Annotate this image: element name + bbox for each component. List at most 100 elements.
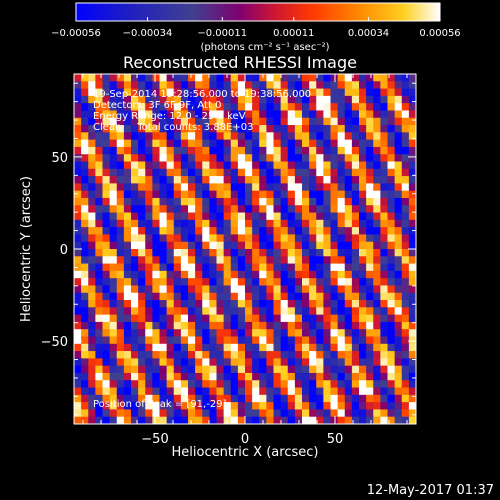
heatmap-cell [316, 234, 324, 243]
heatmap-cell [95, 409, 103, 418]
heatmap-cell [302, 190, 310, 199]
heatmap-cell [131, 110, 139, 119]
heatmap-cell [173, 197, 182, 206]
heatmap-cell [166, 176, 175, 184]
heatmap-cell [380, 409, 388, 418]
heatmap-cell [259, 365, 267, 374]
heatmap-cell [131, 372, 139, 381]
heatmap-cell [74, 292, 82, 301]
heatmap-cell [188, 380, 196, 388]
heatmap-cell [380, 132, 388, 141]
heatmap-cell [95, 74, 103, 82]
heatmap-cell [88, 409, 96, 418]
heatmap-cell [266, 227, 274, 235]
heatmap-cell [394, 103, 403, 111]
heatmap-cell [102, 336, 111, 345]
heatmap-cell [344, 314, 353, 323]
heatmap-cell [401, 314, 410, 323]
heatmap-cell [237, 249, 246, 257]
heatmap-cell [316, 365, 324, 374]
heatmap-cell [351, 132, 360, 141]
heatmap-cell [387, 212, 396, 221]
heatmap-cell [195, 81, 203, 89]
heatmap-cell [138, 176, 146, 184]
heatmap-cell [323, 292, 331, 301]
heatmap-cell [159, 227, 168, 235]
heatmap-cell [166, 234, 175, 243]
heatmap-cell [216, 336, 225, 345]
heatmap-cell [245, 307, 253, 316]
heatmap-cell [166, 372, 175, 381]
heatmap-cell [74, 285, 82, 294]
heatmap-cell [316, 249, 324, 257]
heatmap-cell [237, 278, 246, 286]
heatmap-cell [287, 278, 296, 286]
heatmap-cell [380, 329, 388, 337]
heatmap-cell [173, 110, 182, 119]
heatmap-cell [95, 168, 103, 177]
heatmap-cell [202, 81, 210, 89]
heatmap-cell [152, 74, 160, 82]
heatmap-cell [116, 314, 125, 323]
heatmap-cell [81, 336, 89, 345]
heatmap-cell [259, 307, 267, 316]
heatmap-cell [273, 270, 282, 279]
heatmap-cell [344, 394, 353, 403]
heatmap-cell [387, 117, 396, 126]
heatmap-cell [74, 212, 82, 221]
heatmap-cell [337, 197, 346, 206]
heatmap-cell [351, 278, 360, 286]
heatmap-cell [202, 125, 210, 133]
heatmap-cell [245, 263, 253, 272]
heatmap-cell [223, 88, 232, 97]
heatmap-cell [123, 372, 132, 381]
heatmap-cell [337, 95, 346, 104]
heatmap-cell [237, 154, 246, 162]
heatmap-cell [337, 365, 346, 374]
heatmap-cell [337, 270, 346, 279]
heatmap-cell [216, 110, 225, 119]
heatmap-cell [302, 95, 310, 104]
heatmap-cell [266, 394, 274, 403]
heatmap-cell [401, 168, 410, 177]
heatmap-cell [123, 168, 132, 177]
heatmap-cell [330, 168, 339, 177]
heatmap-cell [202, 212, 210, 221]
heatmap-cell [359, 343, 367, 352]
heatmap-cell [216, 365, 225, 374]
heatmap-cell [273, 351, 282, 359]
heatmap-cell [123, 387, 132, 396]
heatmap-cell [109, 416, 118, 425]
heatmap-cell [337, 321, 346, 330]
heatmap-cell [180, 74, 189, 82]
heatmap-cell [351, 329, 360, 337]
heatmap-cell [180, 285, 189, 294]
heatmap-cell [202, 168, 210, 177]
heatmap-cell [180, 329, 189, 337]
heatmap-cell [280, 95, 289, 104]
heatmap-cell [394, 205, 403, 213]
heatmap-cell [230, 292, 239, 301]
heatmap-cell [195, 387, 203, 396]
heatmap-cell [230, 88, 239, 97]
heatmap-cell [81, 285, 89, 294]
heatmap-cell [74, 168, 82, 177]
heatmap-cell [351, 292, 360, 301]
heatmap-cell [394, 409, 403, 418]
chart-title: Reconstructed RHESSI Image [123, 53, 357, 72]
heatmap-cell [166, 292, 175, 301]
heatmap-cell [216, 161, 225, 170]
heatmap-cell [188, 132, 196, 141]
heatmap-cell [145, 380, 153, 388]
heatmap-cell [159, 285, 168, 294]
heatmap-cell [195, 95, 203, 104]
heatmap-cell [102, 380, 111, 388]
heatmap-cell [323, 168, 331, 177]
heatmap-cell [81, 161, 89, 170]
heatmap-cell [173, 285, 182, 294]
heatmap-cell [401, 285, 410, 294]
heatmap-cell [180, 307, 189, 316]
heatmap-cell [230, 256, 239, 264]
heatmap-cell [230, 380, 239, 388]
heatmap-cell [344, 402, 353, 410]
